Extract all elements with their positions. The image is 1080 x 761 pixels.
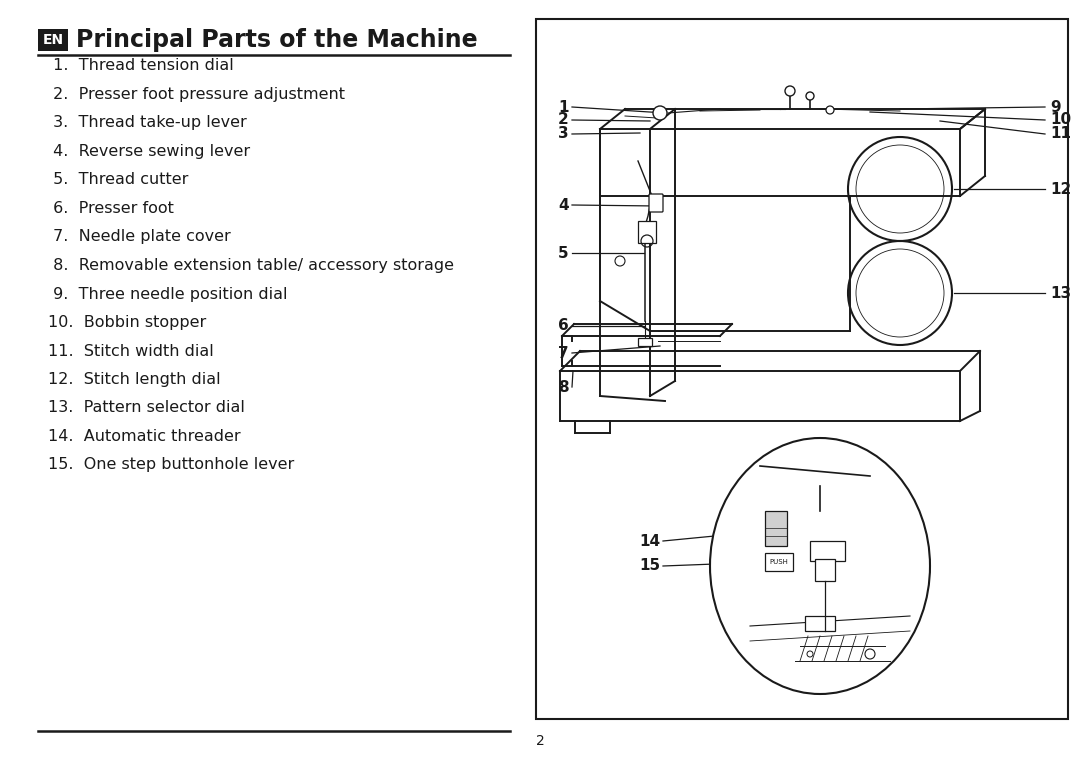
Text: 13.  Pattern selector dial: 13. Pattern selector dial	[48, 400, 245, 416]
Text: 15: 15	[639, 559, 660, 574]
Circle shape	[806, 92, 814, 100]
Text: 15.  One step buttonhole lever: 15. One step buttonhole lever	[48, 457, 294, 473]
Text: 1: 1	[558, 100, 568, 114]
FancyBboxPatch shape	[536, 19, 1068, 719]
Text: 9: 9	[1050, 100, 1061, 114]
FancyBboxPatch shape	[649, 194, 663, 212]
Text: 11.  Stitch width dial: 11. Stitch width dial	[48, 343, 214, 358]
Text: 1.  Thread tension dial: 1. Thread tension dial	[48, 59, 233, 74]
Text: 2.  Presser foot pressure adjustment: 2. Presser foot pressure adjustment	[48, 87, 345, 102]
Text: 12: 12	[1050, 182, 1071, 196]
Text: 6.  Presser foot: 6. Presser foot	[48, 201, 174, 216]
Ellipse shape	[710, 438, 930, 694]
Text: 10: 10	[1050, 113, 1071, 128]
Text: 13: 13	[1050, 285, 1071, 301]
Text: 4: 4	[558, 198, 569, 212]
FancyBboxPatch shape	[765, 553, 793, 571]
Text: 2: 2	[558, 113, 569, 128]
FancyBboxPatch shape	[765, 511, 787, 546]
Text: 7.  Needle plate cover: 7. Needle plate cover	[48, 230, 231, 244]
Circle shape	[826, 106, 834, 114]
Circle shape	[653, 106, 667, 120]
Circle shape	[785, 86, 795, 96]
Text: EN: EN	[42, 33, 64, 47]
Text: Principal Parts of the Machine: Principal Parts of the Machine	[76, 28, 477, 52]
FancyBboxPatch shape	[810, 541, 845, 561]
Text: 11: 11	[1050, 126, 1071, 142]
FancyBboxPatch shape	[815, 559, 835, 581]
FancyBboxPatch shape	[638, 221, 656, 243]
FancyBboxPatch shape	[638, 338, 652, 346]
Text: 10.  Bobbin stopper: 10. Bobbin stopper	[48, 315, 206, 330]
Text: 14: 14	[639, 533, 660, 549]
Text: 8: 8	[558, 380, 569, 394]
Text: PUSH: PUSH	[770, 559, 788, 565]
Text: 5.  Thread cutter: 5. Thread cutter	[48, 173, 188, 187]
Text: 8.  Removable extension table/ accessory storage: 8. Removable extension table/ accessory …	[48, 258, 454, 273]
Text: 3: 3	[558, 126, 569, 142]
Text: 3.  Thread take-up lever: 3. Thread take-up lever	[48, 116, 246, 130]
FancyBboxPatch shape	[38, 29, 68, 51]
Text: 6: 6	[558, 319, 569, 333]
Text: 4.  Reverse sewing lever: 4. Reverse sewing lever	[48, 144, 251, 159]
Text: 14.  Automatic threader: 14. Automatic threader	[48, 429, 241, 444]
FancyBboxPatch shape	[805, 616, 835, 631]
Text: 5: 5	[558, 246, 569, 260]
Text: 7: 7	[558, 345, 569, 361]
Text: 2: 2	[536, 734, 544, 748]
Text: 9.  Three needle position dial: 9. Three needle position dial	[48, 286, 287, 301]
Text: 12.  Stitch length dial: 12. Stitch length dial	[48, 372, 220, 387]
